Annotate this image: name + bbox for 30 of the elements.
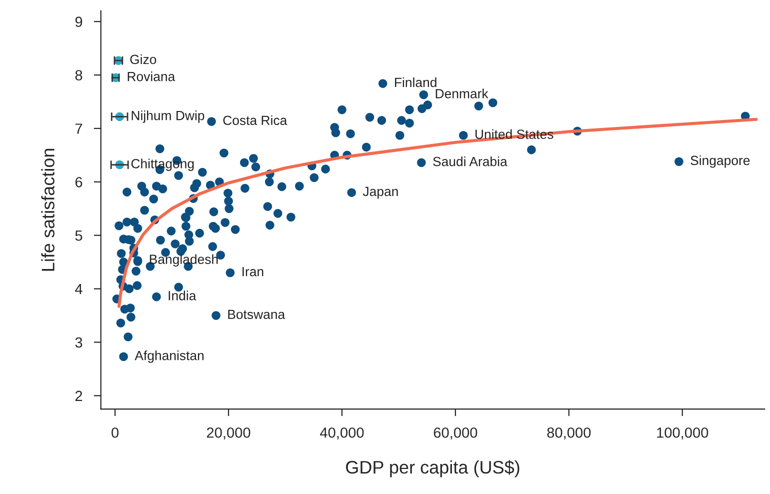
x-tick-label: 60,000 xyxy=(434,427,478,440)
x-tick-label: 0 xyxy=(112,427,119,438)
y-tick-label: 8 xyxy=(75,70,82,80)
y-tick-label: 2 xyxy=(75,390,82,401)
annotation: Japan xyxy=(362,186,398,199)
annotation: Bangladesh xyxy=(150,254,218,267)
y-tick-label: 6 xyxy=(75,176,82,188)
y-tick-label: 4 xyxy=(75,284,82,294)
annotation: Botswana xyxy=(228,310,286,320)
annotation: Saudi Arabia xyxy=(433,156,508,166)
annotation: Denmark xyxy=(436,88,488,98)
annotation: Iran xyxy=(242,267,264,276)
annotation: Gizo xyxy=(130,54,156,64)
annotation: Finland xyxy=(395,77,436,88)
annotation: India xyxy=(168,290,196,300)
x-tick-label: 80,000 xyxy=(547,427,591,440)
annotation: Singapore xyxy=(690,155,750,168)
y-tick-label: 7 xyxy=(75,124,82,134)
x-tick-label: 40,000 xyxy=(320,427,364,440)
y-tick-label: 3 xyxy=(75,337,82,348)
x-axis-title: GDP per capita (US$) xyxy=(346,460,520,478)
x-tick-label: 20,000 xyxy=(206,427,250,440)
annotation: Afghanistan xyxy=(134,350,204,363)
y-axis-title: Life satisfaction xyxy=(41,148,54,271)
x-tick-label: 100,000 xyxy=(657,427,708,440)
annotation: Roviana xyxy=(128,72,176,82)
annotation: Costa Rica xyxy=(223,115,288,126)
y-tick-label: 9 xyxy=(75,16,82,27)
y-tick-label: 5 xyxy=(75,230,82,241)
annotation: Nijhum Dwip xyxy=(132,110,204,123)
